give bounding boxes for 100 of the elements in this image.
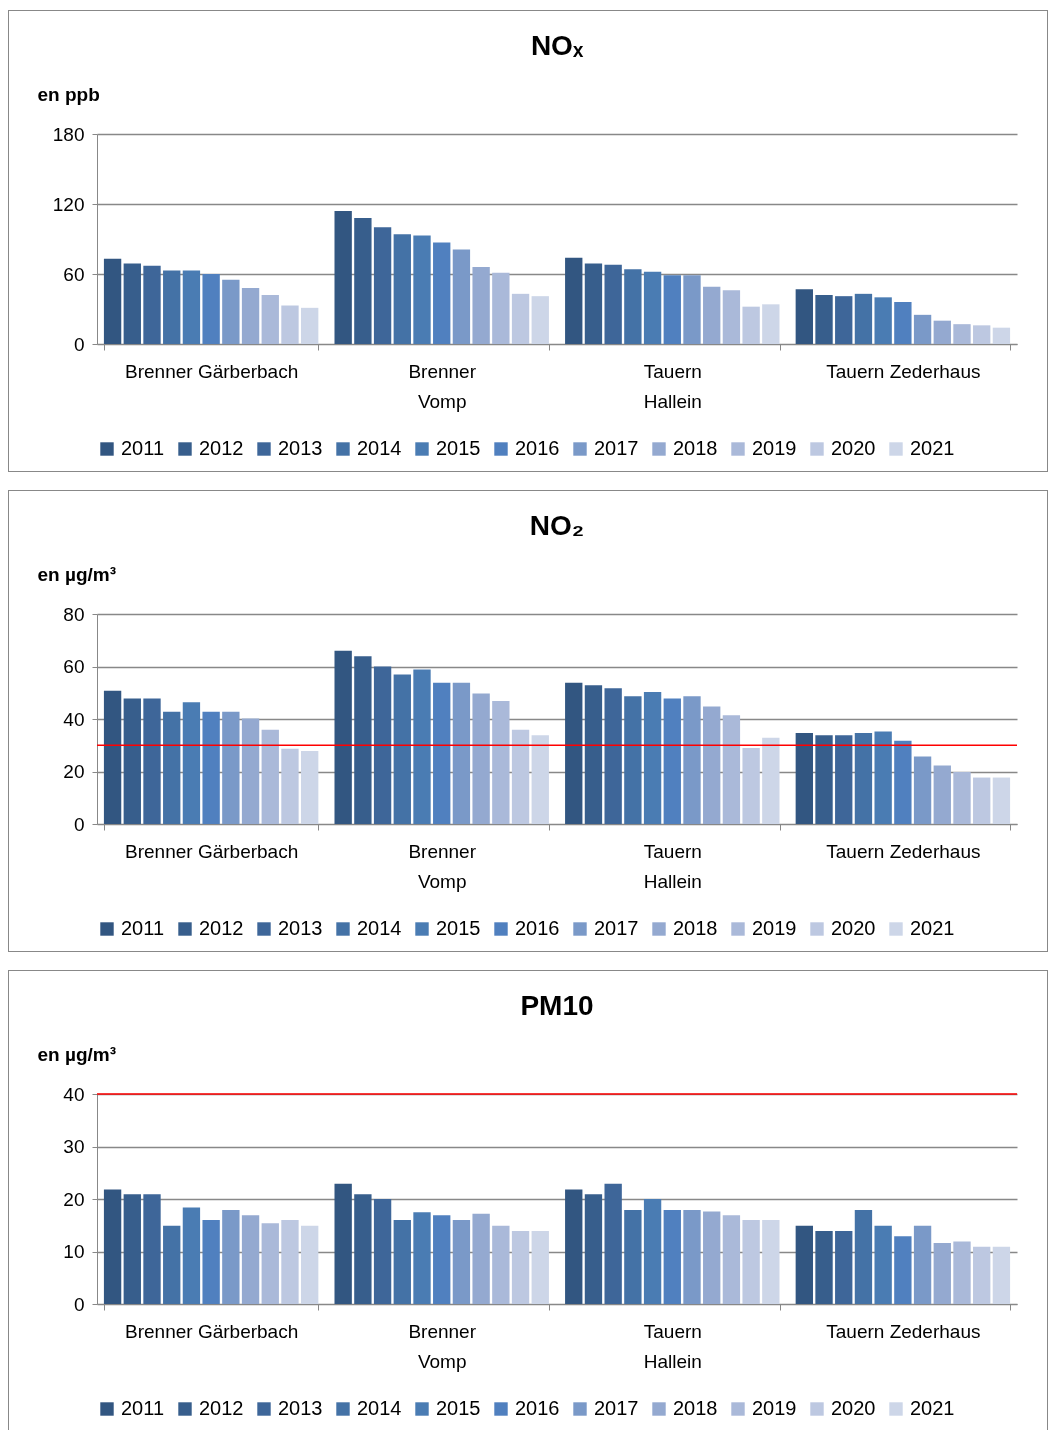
- legend-label: 2013: [278, 917, 323, 939]
- chart-title: NOₓ: [530, 30, 584, 61]
- bar: [992, 1246, 1011, 1304]
- chart-title: NO₂: [529, 510, 585, 541]
- bar: [511, 1231, 530, 1304]
- bar: [992, 327, 1011, 344]
- bar: [973, 325, 991, 344]
- bar: [565, 682, 583, 824]
- bar: [492, 700, 510, 824]
- legend-label: 2012: [199, 1397, 244, 1419]
- y-tick-label: 60: [63, 656, 85, 677]
- bar: [815, 295, 833, 344]
- legend-label: 2021: [910, 917, 955, 939]
- bar: [795, 732, 813, 824]
- bar: [373, 1199, 392, 1304]
- bar: [103, 1189, 122, 1304]
- bar: [683, 696, 701, 824]
- bar: [894, 1236, 912, 1304]
- bar: [531, 1231, 549, 1304]
- bar: [222, 711, 240, 824]
- bar: [663, 275, 681, 344]
- bar: [492, 272, 510, 344]
- bar: [835, 735, 853, 824]
- bar: [143, 698, 161, 824]
- legend-label: 2014: [357, 1397, 402, 1419]
- bar: [624, 269, 642, 344]
- x-tick-label: Brenner Vomp: [408, 360, 477, 412]
- bar: [241, 1215, 260, 1304]
- bar: [835, 296, 853, 344]
- legend-label: 2020: [831, 1397, 876, 1419]
- bar: [815, 1231, 833, 1304]
- bar: [565, 1189, 583, 1304]
- bar: [643, 1199, 662, 1304]
- legend-label: 2012: [199, 917, 244, 939]
- legend-label: 2017: [594, 1397, 639, 1419]
- bar: [123, 263, 141, 344]
- bar: [742, 747, 760, 824]
- bar: [762, 737, 780, 824]
- legend-label: 2015: [436, 437, 481, 459]
- bar: [643, 691, 662, 824]
- bar: [531, 296, 549, 344]
- bar: [373, 227, 392, 344]
- legend-label: 2017: [594, 437, 639, 459]
- bar: [452, 1220, 471, 1304]
- bar: [874, 731, 892, 824]
- legend-label: 2015: [436, 1397, 481, 1419]
- y-tick-label: 0: [73, 1293, 85, 1315]
- bar: [241, 718, 260, 824]
- bar: [301, 307, 319, 344]
- x-tick-label: Tauern Hallein: [643, 360, 702, 412]
- bar: [281, 748, 299, 824]
- bar: [354, 656, 372, 824]
- bar: [281, 305, 299, 344]
- y-tick-label: 80: [63, 603, 85, 625]
- bar: [913, 314, 932, 344]
- bar: [163, 270, 181, 344]
- bar: [722, 1215, 741, 1304]
- bar: [143, 1194, 161, 1304]
- y-tick-label: 60: [63, 263, 85, 285]
- legend-label: 2018: [673, 437, 718, 459]
- bar: [163, 1225, 181, 1304]
- x-tick-label: Tauern Hallein: [643, 840, 702, 892]
- legend-label: 2016: [515, 437, 560, 459]
- y-tick-label: 20: [63, 1188, 85, 1210]
- bar: [334, 650, 352, 824]
- bar: [334, 211, 352, 344]
- bar: [913, 1225, 932, 1304]
- bar: [683, 1210, 701, 1304]
- bar: [202, 1220, 220, 1304]
- bar: [933, 1243, 951, 1304]
- bar: [933, 765, 951, 824]
- legend-label: 2011: [121, 917, 165, 939]
- bar: [584, 685, 603, 824]
- bar: [703, 706, 721, 824]
- bar: [182, 702, 201, 824]
- legend-label: 2012: [199, 437, 244, 459]
- bar: [973, 777, 991, 824]
- legend-label: 2018: [673, 917, 718, 939]
- x-tick-label: Tauern Hallein: [643, 1320, 702, 1372]
- legend-label: 2019: [752, 917, 797, 939]
- bar: [953, 324, 971, 344]
- bar: [354, 1194, 372, 1304]
- bar: [894, 740, 912, 824]
- bar: [933, 320, 951, 344]
- bar: [393, 1220, 411, 1304]
- x-tick-label: Tauern Zederhaus: [826, 840, 981, 862]
- bar: [913, 756, 932, 824]
- bar: [241, 288, 260, 344]
- bar: [953, 772, 971, 824]
- bar: [301, 751, 319, 824]
- y-tick-label: 0: [73, 333, 85, 355]
- bar: [604, 264, 622, 344]
- bar: [301, 1225, 319, 1304]
- legend-label: 2017: [594, 917, 639, 939]
- bar: [584, 1194, 603, 1304]
- bar: [742, 1220, 760, 1304]
- x-tick-label: Tauern Zederhaus: [826, 360, 981, 382]
- bar: [202, 711, 220, 824]
- y-tick-label: 40: [63, 708, 85, 730]
- legend-label: 2018: [673, 1397, 718, 1419]
